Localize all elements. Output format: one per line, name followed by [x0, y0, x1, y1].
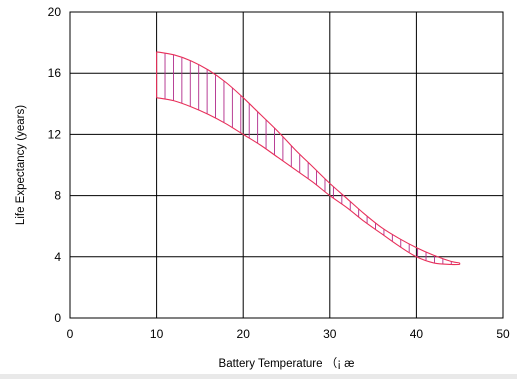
x-tick-label: 40 — [410, 327, 424, 341]
y-tick-label: 4 — [54, 250, 61, 264]
y-tick-label: 0 — [54, 311, 61, 325]
y-axis-title: Life Expectancy (years) — [15, 105, 27, 225]
plot-frame — [69, 11, 504, 319]
x-tick-label: 0 — [67, 327, 74, 341]
upper-bound-line — [156, 51, 460, 264]
lower-bound-line — [156, 97, 460, 266]
x-axis-title: Battery Temperature （¡ æ — [219, 357, 355, 370]
y-tick-label: 16 — [48, 66, 62, 80]
x-tick-label: 10 — [150, 327, 164, 341]
x-tick-label: 30 — [323, 327, 337, 341]
y-tick-label: 12 — [48, 127, 62, 141]
x-tick-label: 20 — [237, 327, 251, 341]
x-tick-label: 50 — [496, 327, 510, 341]
y-tick-label: 20 — [48, 5, 62, 19]
y-tick-label: 8 — [54, 189, 61, 203]
